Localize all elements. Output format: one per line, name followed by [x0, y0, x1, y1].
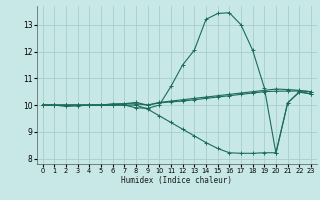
- X-axis label: Humidex (Indice chaleur): Humidex (Indice chaleur): [121, 176, 232, 185]
